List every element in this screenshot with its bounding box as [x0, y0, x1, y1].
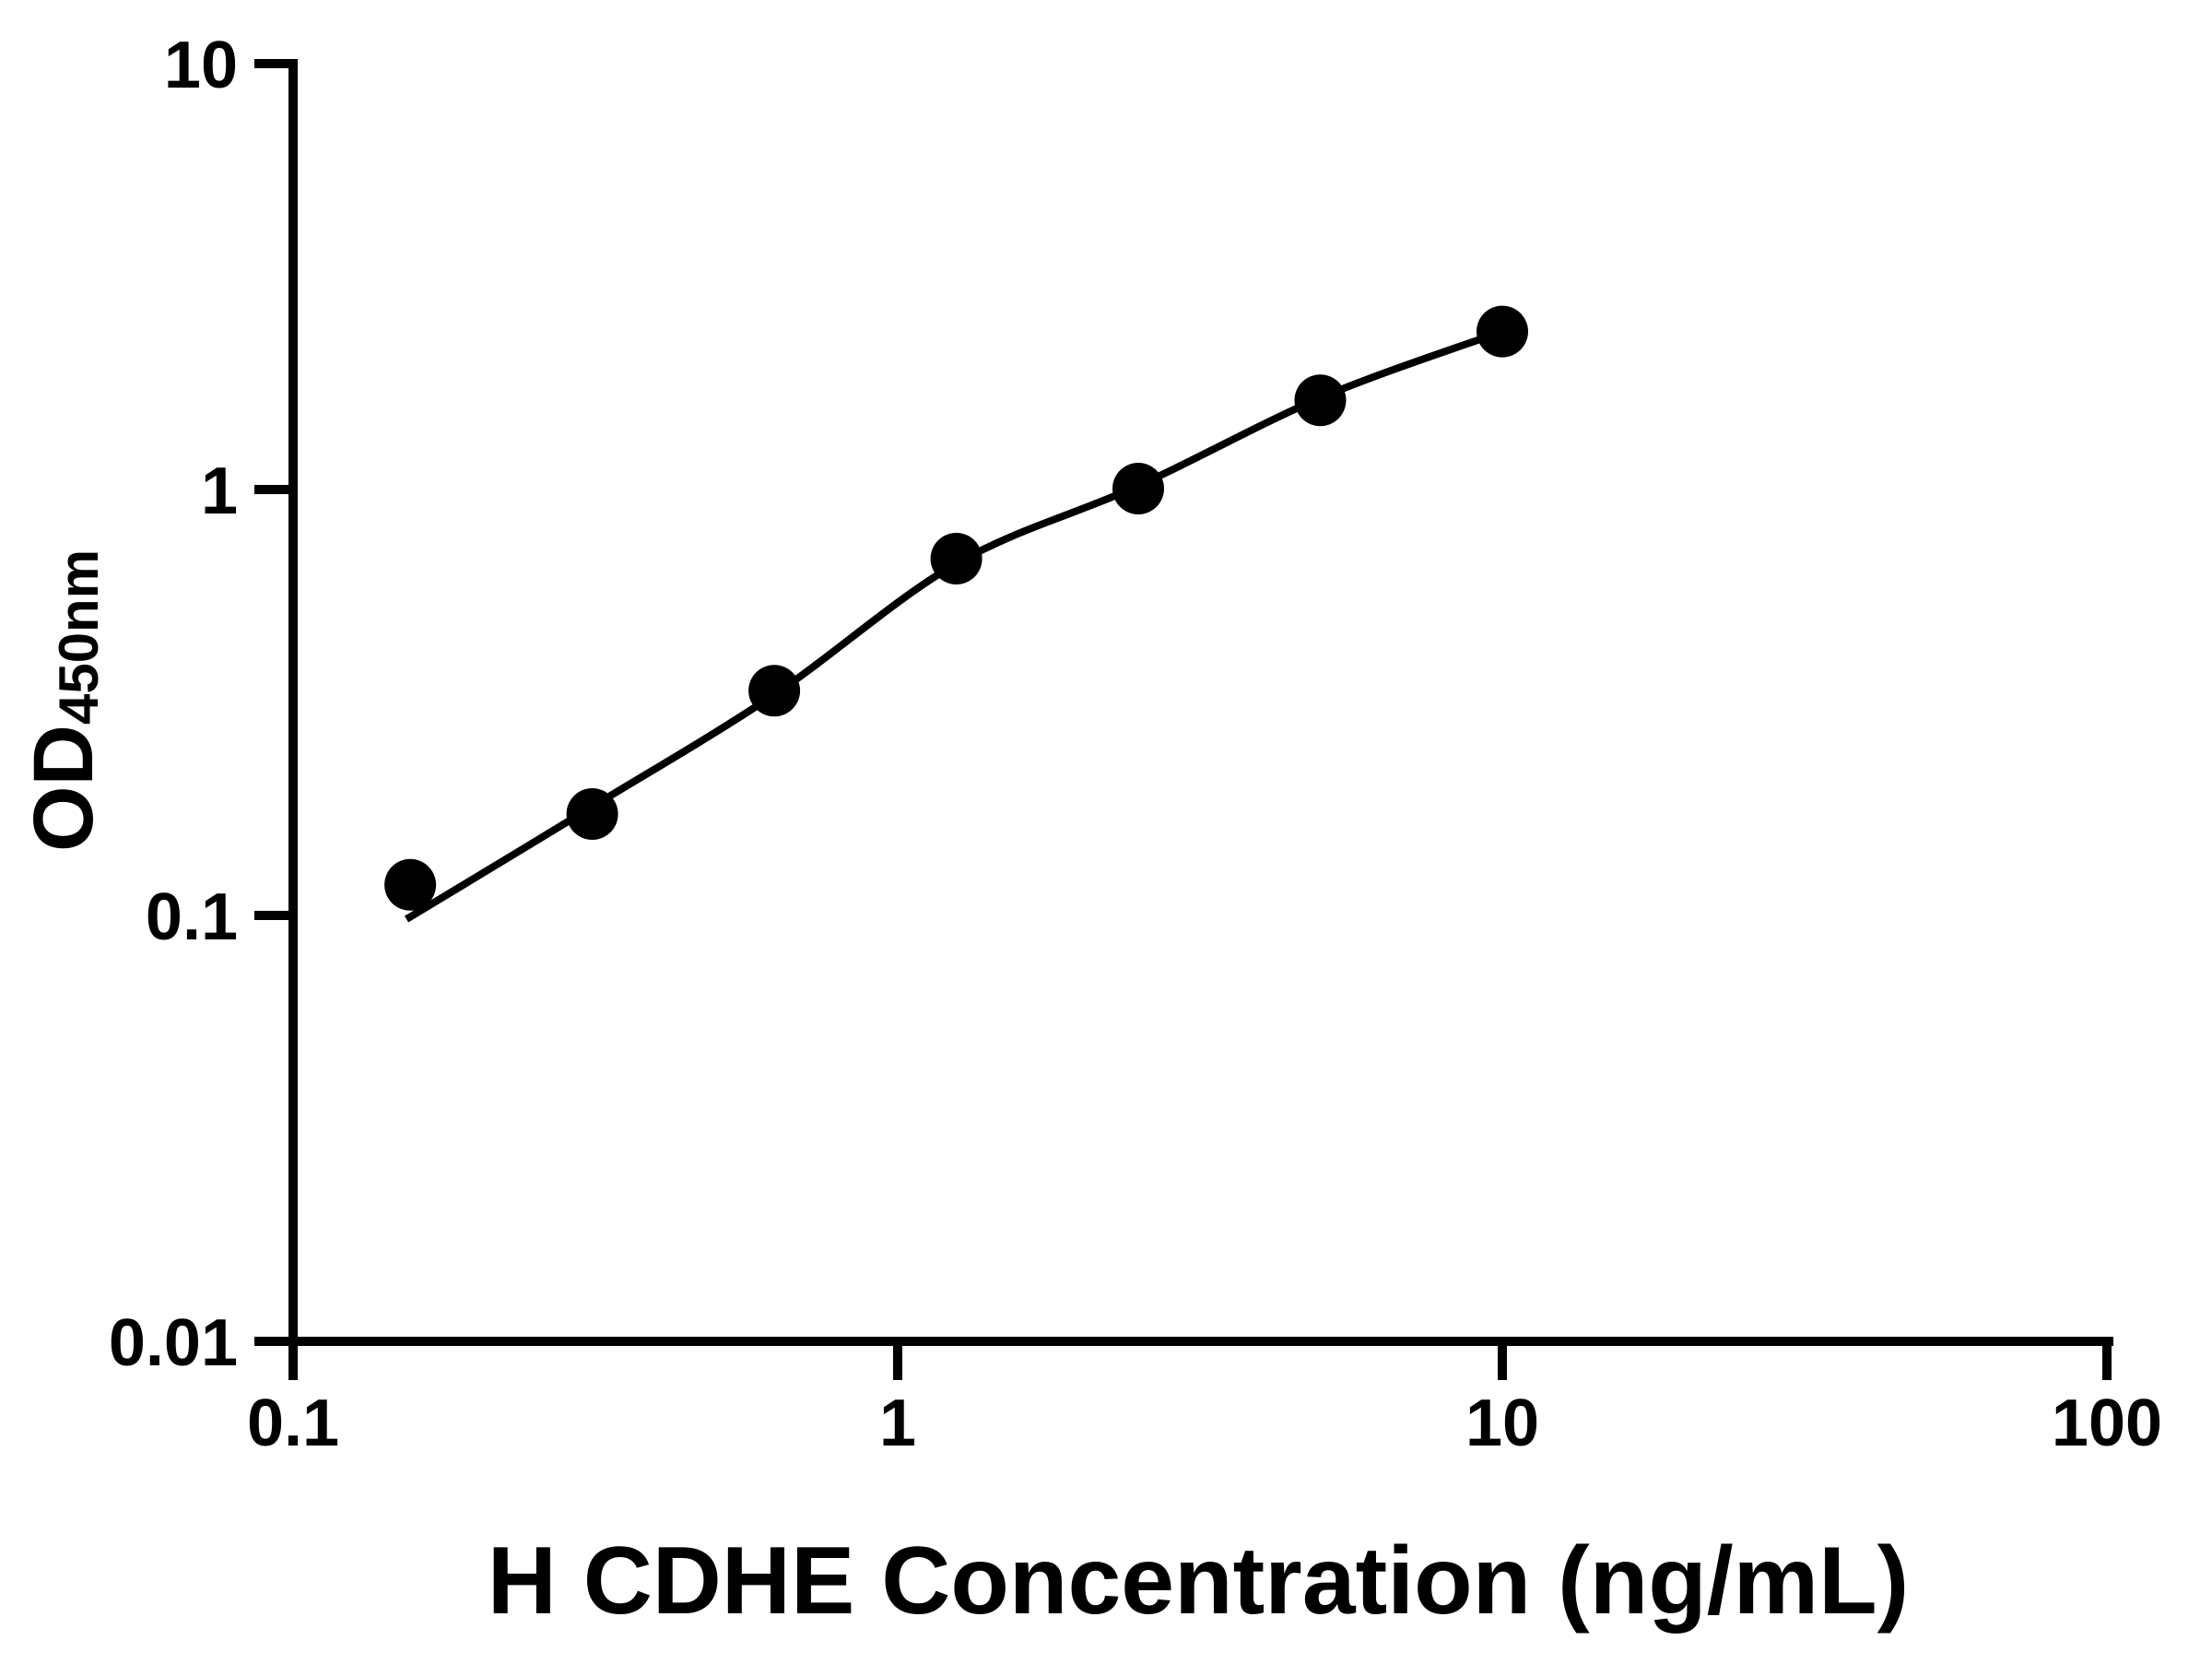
- data-points-group: [384, 305, 1528, 911]
- y-tick-label-0.01: 0.01: [109, 1306, 238, 1380]
- data-point: [1294, 374, 1347, 427]
- x-tick-label-100: 100: [2052, 1387, 2162, 1460]
- data-point: [1477, 305, 1528, 358]
- y-tick-label-10: 10: [164, 29, 238, 102]
- data-point: [748, 665, 801, 717]
- y-axis-title-subscript: 450nm: [48, 549, 110, 725]
- axes: [254, 59, 2113, 1380]
- data-point: [930, 533, 982, 584]
- y-tick-label-0.1: 0.1: [146, 880, 238, 954]
- x-tick-label-1: 1: [879, 1387, 916, 1460]
- x-axis-title: H CDHE Concentration (ng/mL): [488, 1528, 1910, 1634]
- y-axis-title-main: OD: [17, 725, 111, 852]
- fit-curve-line: [404, 327, 1504, 923]
- data-point: [1112, 463, 1164, 514]
- x-tick-label-0.1: 0.1: [247, 1387, 339, 1460]
- data-point: [566, 788, 618, 840]
- y-axis-title: OD450nm: [17, 549, 111, 852]
- y-tick-label-1: 1: [201, 454, 238, 528]
- data-point: [384, 858, 437, 911]
- x-tick-label-10: 10: [1465, 1387, 1539, 1460]
